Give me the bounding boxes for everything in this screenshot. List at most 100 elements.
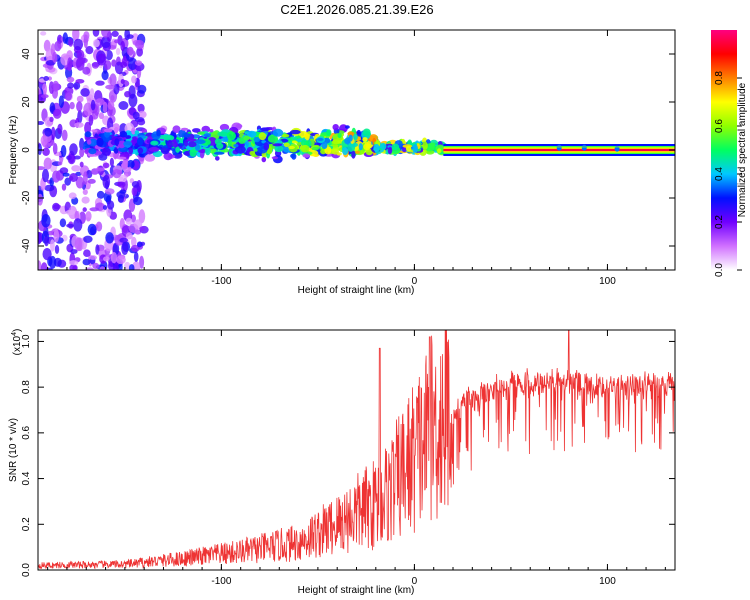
spectrogram-cell bbox=[353, 133, 358, 141]
spectrogram-cell bbox=[52, 170, 61, 183]
spectrogram-cell bbox=[144, 154, 156, 162]
spectrogram-cell bbox=[95, 167, 105, 172]
spectrogram-cell bbox=[133, 219, 143, 230]
snr-x-tick-label: 0 bbox=[412, 576, 418, 587]
spectrogram-y-tick-label: 40 bbox=[21, 48, 32, 60]
spectrogram-cell bbox=[67, 82, 75, 89]
spectrogram-cell bbox=[118, 174, 128, 183]
spectrogram-cell bbox=[291, 140, 298, 144]
spectrogram-cell bbox=[192, 128, 201, 133]
spectrogram-cell bbox=[59, 218, 67, 228]
snr-y-tick-label: 0.8 bbox=[21, 380, 32, 394]
spectrogram-y-tick-label: -40 bbox=[21, 238, 32, 253]
spectrogram-cell bbox=[79, 161, 84, 168]
spectrogram-cell bbox=[91, 129, 98, 133]
spectrogram-cell bbox=[137, 147, 144, 154]
spectrogram-cell bbox=[126, 46, 134, 56]
spectrogram-cell bbox=[87, 223, 97, 236]
colorbar-tick-label: 0.2 bbox=[714, 215, 725, 229]
spectrogram-cell bbox=[104, 130, 110, 138]
snr-x-tick-label: -100 bbox=[211, 576, 231, 587]
spectrogram-cell bbox=[73, 38, 84, 51]
spectrogram-cell bbox=[38, 121, 45, 125]
spectrogram-cell bbox=[65, 209, 76, 216]
spectrogram-cell bbox=[67, 57, 73, 72]
spectrogram-cell bbox=[233, 144, 239, 148]
spectrogram-cell bbox=[387, 146, 393, 155]
spectrogram-cell bbox=[195, 139, 206, 144]
spectrogram-cell bbox=[103, 128, 113, 133]
spectrogram-cell bbox=[124, 261, 131, 270]
spectrogram-cell bbox=[203, 133, 212, 138]
spectrogram-cell bbox=[89, 138, 97, 147]
spectrogram-cell bbox=[112, 169, 122, 179]
spectrogram-cell bbox=[131, 75, 137, 84]
spectrogram-cell bbox=[204, 146, 211, 156]
spectrogram-cell bbox=[113, 126, 119, 134]
spectrogram-cell bbox=[263, 142, 270, 151]
spectrogram-cell bbox=[64, 177, 71, 186]
spectrogram-cell bbox=[69, 143, 78, 156]
spectrogram-cell bbox=[53, 228, 60, 243]
colorbar-tick-label: 0.8 bbox=[714, 71, 725, 85]
spectrogram-cell bbox=[160, 146, 170, 155]
spectrogram-cell bbox=[137, 110, 147, 119]
snr-marks bbox=[38, 330, 675, 570]
spectrogram-panel: -100 0 100 -40 -20 0 20 40 Height of straight l… bbox=[8, 29, 676, 296]
spectrogram-x-label: Height of straight line (km) bbox=[298, 285, 415, 296]
spectrogram-cell bbox=[96, 53, 107, 66]
spectrogram-cell bbox=[88, 114, 94, 126]
spectrogram-cell bbox=[89, 255, 97, 260]
spectrogram-cell bbox=[102, 162, 110, 169]
spectrogram-cell bbox=[186, 138, 197, 142]
spectrogram-cell bbox=[428, 142, 436, 147]
spectrogram-cell bbox=[189, 149, 197, 157]
spectrogram-cell bbox=[105, 84, 115, 90]
spectrogram-cell bbox=[66, 76, 75, 83]
spectrogram-marks bbox=[38, 30, 675, 270]
spectrogram-cell bbox=[38, 260, 42, 270]
spectrogram-cell bbox=[42, 147, 50, 156]
snr-y-tick-label: 0.4 bbox=[21, 471, 32, 485]
spectrogram-cell bbox=[83, 171, 88, 186]
spectrogram-cell bbox=[137, 103, 145, 113]
spectrogram-cell bbox=[87, 178, 96, 184]
spectrogram-cell bbox=[89, 207, 100, 212]
spectrogram-cell bbox=[131, 186, 138, 196]
spectrogram-cell bbox=[163, 152, 173, 161]
snr-y-tick-label: 0.6 bbox=[21, 425, 32, 439]
spectrogram-cell bbox=[83, 235, 93, 243]
spectrogram-cell bbox=[102, 101, 108, 114]
spectrogram-cell bbox=[54, 41, 62, 52]
spectrogram-cell bbox=[167, 139, 173, 149]
spectrogram-cell bbox=[96, 190, 105, 199]
colorbar-tick-label: 0.4 bbox=[714, 167, 725, 181]
spectrogram-cell bbox=[234, 145, 246, 154]
spectrogram-cell bbox=[109, 73, 117, 87]
spectrogram-cell bbox=[102, 205, 108, 210]
spectrogram-cell bbox=[102, 174, 111, 189]
spectrogram-cell bbox=[49, 116, 54, 122]
spectrogram-cell bbox=[38, 143, 42, 156]
spectrogram-cell bbox=[272, 128, 284, 137]
spectrogram-cell bbox=[38, 166, 46, 171]
spectrogram-cell bbox=[73, 81, 81, 90]
spectrogram-cell bbox=[127, 166, 132, 172]
snr-axes: -100 0 100 0.0 0.2 0.4 0.6 0.8 1.0 bbox=[21, 330, 675, 587]
spectrogram-cell bbox=[120, 79, 125, 84]
spectrogram-cell bbox=[373, 143, 380, 153]
spectrogram-cell bbox=[119, 189, 127, 194]
spectrogram-cell bbox=[68, 260, 79, 266]
spectrogram-cell bbox=[49, 255, 57, 269]
spectrogram-cell bbox=[175, 146, 180, 153]
spectrogram-cell bbox=[198, 149, 207, 153]
spectrogram-cell bbox=[96, 137, 104, 147]
spectrogram-cell bbox=[71, 165, 81, 172]
spectrogram-y-label: Frequency (Hz) bbox=[8, 116, 19, 185]
spectrogram-cell bbox=[85, 46, 94, 55]
spectrogram-cell bbox=[137, 84, 147, 94]
spectrogram-cell bbox=[136, 47, 144, 57]
spectrogram-cell bbox=[137, 137, 144, 146]
spectrogram-cell bbox=[82, 207, 87, 212]
spectrogram-cell bbox=[267, 134, 278, 143]
